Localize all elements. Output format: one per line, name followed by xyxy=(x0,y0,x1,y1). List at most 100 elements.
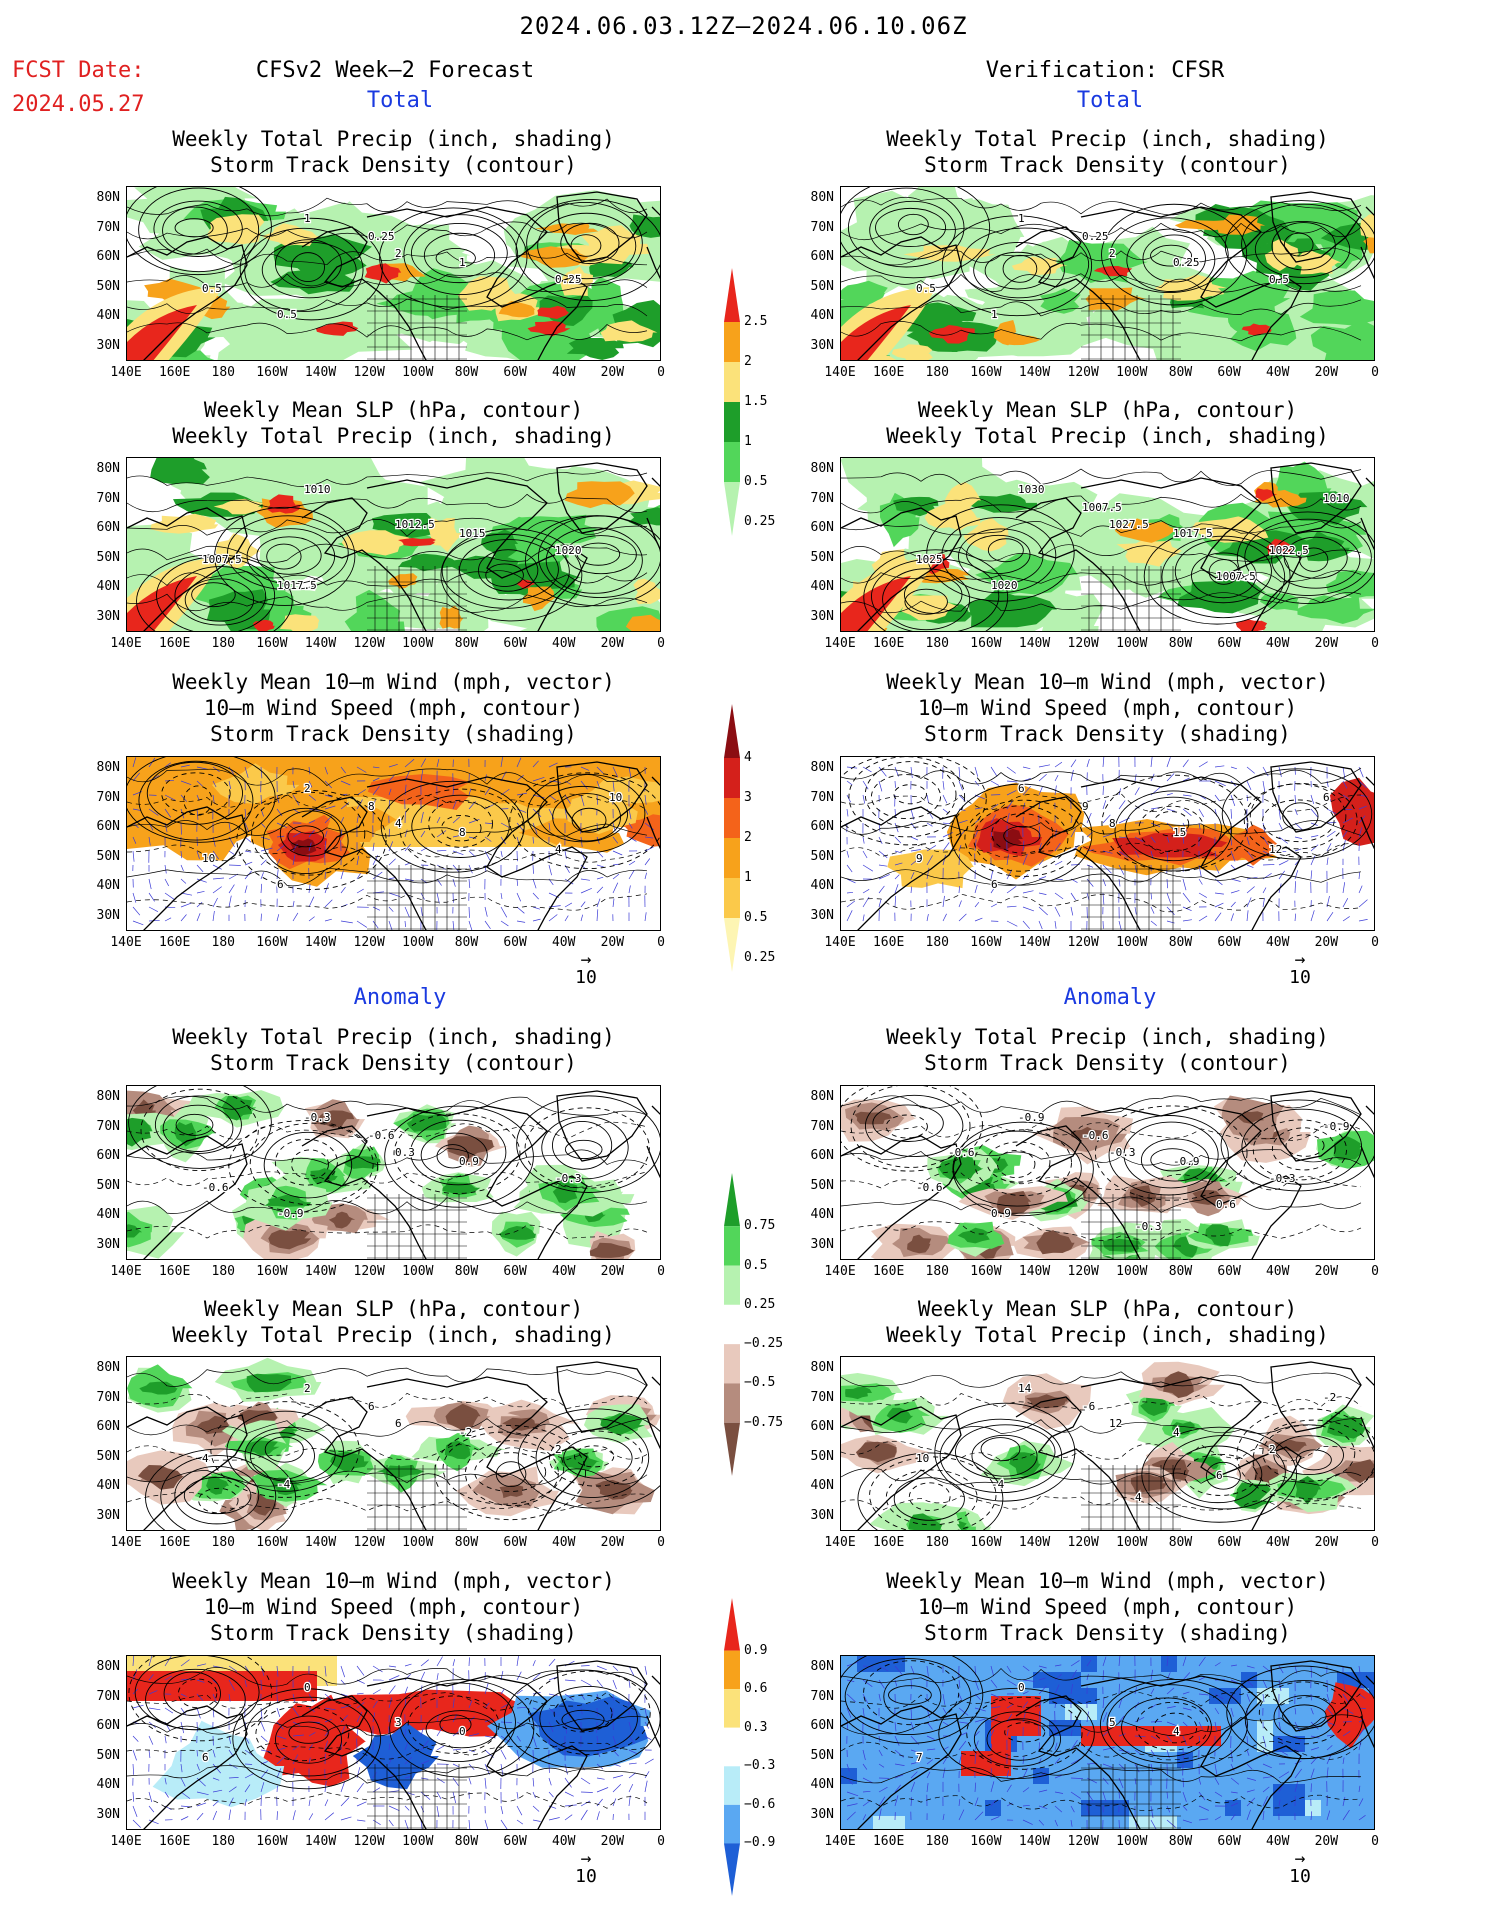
longitude-label: 40W xyxy=(551,1535,576,1550)
latitude-label: 80N xyxy=(96,760,120,775)
latitude-label: 80N xyxy=(96,1089,120,1104)
longitude-label: 180 xyxy=(211,1834,235,1849)
longitude-label: 0 xyxy=(1371,1535,1379,1550)
wind-reference-vector: → 10 xyxy=(556,1850,616,1888)
forecast-panel-4-title-line-1: Weekly Total Precip (inch, shading) xyxy=(172,1025,615,1049)
latitude-label: 50N xyxy=(96,1448,120,1464)
contour-label: -0.6 xyxy=(1082,1129,1109,1142)
verification-panel-1-title-line-2: Storm Track Density (contour) xyxy=(924,153,1291,177)
map-canvas: 2 4 10 8 4 6 8 10 xyxy=(127,757,660,930)
contour-label: 1017.5 xyxy=(1173,527,1213,540)
longitude-label: 40W xyxy=(551,1834,576,1849)
longitude-label: 140W xyxy=(304,935,337,950)
longitude-label: 160W xyxy=(970,1264,1002,1279)
longitude-label: 60W xyxy=(1217,1264,1241,1279)
latitude-label: 80N xyxy=(96,1360,120,1375)
contour-label: 0.5 xyxy=(277,308,297,321)
map-canvas: 1030 1027.5 1025 1017.5 1022.5 1020 1007.5 1010… xyxy=(841,458,1374,631)
latitude-label: 30N xyxy=(810,1507,834,1523)
longitude-label: 140W xyxy=(304,1834,337,1849)
longitude-label: 160E xyxy=(872,1264,905,1279)
contour-label: 1007.5 xyxy=(202,553,242,566)
contour-label: 0.25 xyxy=(555,273,582,286)
longitude-label: 120W xyxy=(353,636,385,651)
wind-reference-value: 10 xyxy=(575,1866,597,1887)
latitude-label: 30N xyxy=(810,1806,834,1822)
longitude-label: 180 xyxy=(211,365,235,380)
longitude-label: 60W xyxy=(1217,1834,1241,1849)
longitude-label: 180 xyxy=(925,1535,949,1550)
forecast-panel-5-title-line-2: Weekly Total Precip (inch, shading) xyxy=(172,1323,615,1347)
contour-label: 1007.5 xyxy=(1082,501,1122,514)
longitude-label: 100W xyxy=(402,1535,434,1550)
forecast-date: 2024.05.27 xyxy=(12,92,145,117)
map-canvas: 1 2 0.5 1 0.25 0.5 0.25 xyxy=(127,187,660,360)
arrow-right-icon: → xyxy=(1294,949,1306,970)
contour-label: -2 xyxy=(1323,1391,1336,1404)
contour-label: 1020 xyxy=(991,579,1018,592)
contour-label: 0.9 xyxy=(459,1155,479,1168)
arrow-right-icon: → xyxy=(1294,1848,1306,1869)
latitude-label: 40N xyxy=(96,1777,120,1792)
longitude-label: 20W xyxy=(1314,365,1339,380)
latitude-label: 80N xyxy=(810,1360,834,1375)
longitude-label: 20W xyxy=(1314,935,1339,950)
latitude-label: 30N xyxy=(810,1236,834,1252)
longitude-label: 60W xyxy=(503,636,527,651)
longitude-label: 180 xyxy=(925,365,949,380)
longitude-label: 160W xyxy=(970,1834,1002,1849)
contour-label: 6 xyxy=(1018,782,1025,795)
longitude-label: 60W xyxy=(1217,935,1241,950)
contour-label: -0.6 xyxy=(202,1181,229,1194)
contour-label: 0.25 xyxy=(1082,230,1109,243)
longitude-label: 40W xyxy=(1265,1834,1290,1849)
contour-label: 1 xyxy=(1018,212,1025,225)
contour-label: -0.9 xyxy=(277,1207,304,1220)
arrow-right-icon: → xyxy=(580,949,592,970)
storm-total-colorbar xyxy=(724,704,740,972)
longitude-label: 20W xyxy=(1314,1264,1339,1279)
latitude-label: 30N xyxy=(96,608,120,624)
contour-label: -0.9 xyxy=(1323,1120,1350,1133)
longitude-label: 140E xyxy=(110,935,142,950)
verification-panel-2-title-line-2: Weekly Total Precip (inch, shading) xyxy=(886,424,1329,448)
colorbar-tick-label: 0.9 xyxy=(744,1642,768,1658)
contour-label: -0.3 xyxy=(1109,1146,1136,1159)
contour-label: 4 xyxy=(1135,1491,1142,1504)
verification-panel-6-title-line-1: Weekly Mean 10—m Wind (mph, vector) xyxy=(886,1569,1329,1593)
latitude-label: 50N xyxy=(810,278,834,294)
contour-label: 6 xyxy=(395,1417,402,1430)
latitude-label: 30N xyxy=(96,1507,120,1523)
longitude-label: 100W xyxy=(1116,1535,1148,1550)
longitude-label: 60W xyxy=(503,1264,527,1279)
contour-label: 0 xyxy=(1018,1681,1025,1694)
verification-panel-3-title-line-2: 10—m Wind Speed (mph, contour) xyxy=(917,696,1298,720)
verification-panel-5-title-line-2: Weekly Total Precip (inch, shading) xyxy=(886,1323,1329,1347)
colorbar-tick-label: −0.5 xyxy=(744,1375,776,1391)
colorbar-tick-label: 0.75 xyxy=(744,1218,776,1234)
colorbar-tick-label: 0.5 xyxy=(744,474,768,489)
contour-label: -0.9 xyxy=(1018,1111,1045,1124)
latitude-label: 50N xyxy=(96,278,120,294)
latitude-label: 80N xyxy=(96,461,120,476)
forecast-panel-2-title-line-1: Weekly Mean SLP (hPa, contour) xyxy=(203,398,584,422)
latitude-label: 80N xyxy=(96,190,120,205)
contour-label: 0.25 xyxy=(1173,256,1200,269)
colorbar-tick-label: −0.75 xyxy=(744,1414,784,1430)
longitude-label: 140E xyxy=(110,1834,142,1849)
contour-label: 1015 xyxy=(459,527,486,540)
forecast-map-panel-4: -0.3 0.3 -0.6 0.9 -0.3 -0.9 -0.6 xyxy=(126,1085,661,1260)
latitude-label: 40N xyxy=(810,1478,834,1493)
longitude-label: 100W xyxy=(402,636,434,651)
section-total-left: Total xyxy=(366,88,434,113)
latitude-label: 40N xyxy=(810,878,834,893)
latitude-label: 60N xyxy=(96,1718,120,1733)
latitude-label: 60N xyxy=(810,1718,834,1733)
precip-total-colorbar xyxy=(724,268,740,536)
longitude-label: 140E xyxy=(824,365,856,380)
latitude-label: 40N xyxy=(96,1478,120,1493)
longitude-label: 140E xyxy=(824,935,856,950)
colorbar-tick-label: 2 xyxy=(744,354,752,369)
contour-label: 1010 xyxy=(304,483,331,496)
longitude-label: 160W xyxy=(256,935,288,950)
